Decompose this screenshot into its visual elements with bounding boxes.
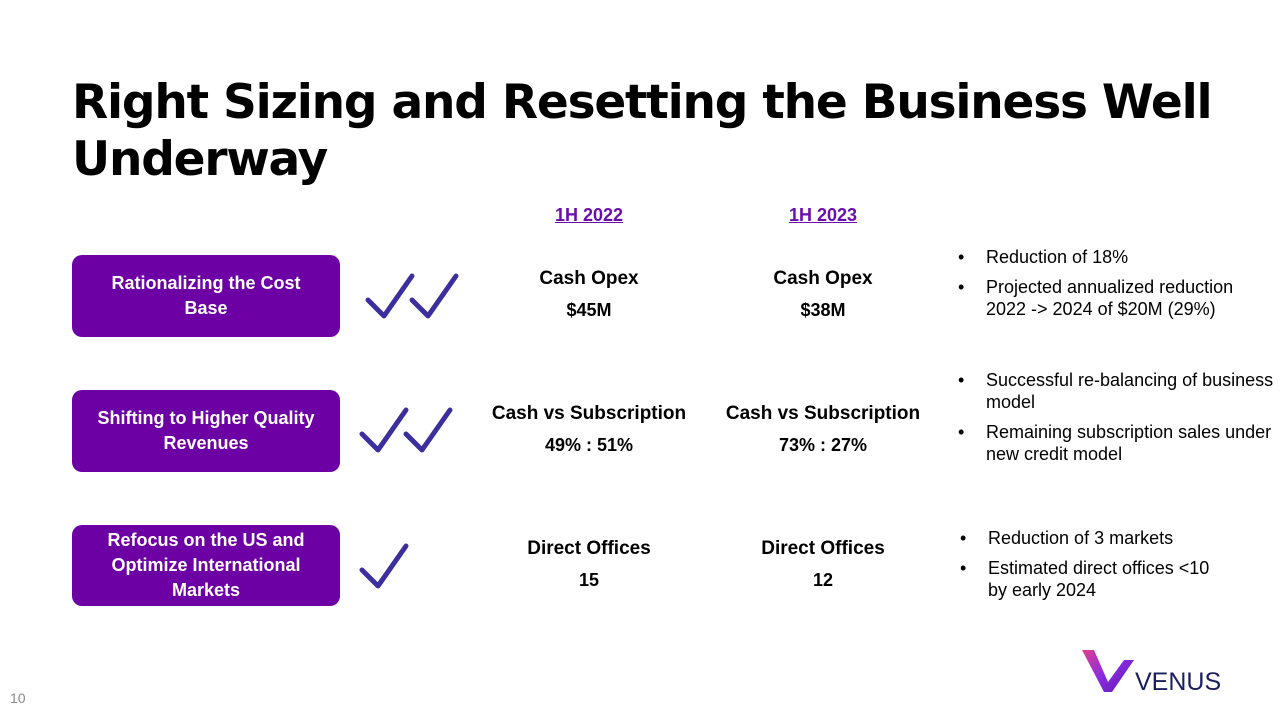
check-icon: [359, 543, 409, 589]
notes-cost-base: Reduction of 18% Projected annualized re…: [958, 246, 1248, 328]
row-label-cost-base: Rationalizing the Cost Base: [72, 255, 340, 337]
note-item: Reduction of 18%: [958, 246, 1248, 268]
page-number: 10: [10, 690, 26, 706]
venus-logo-icon: [1082, 650, 1134, 692]
page-title: Right Sizing and Resetting the Business …: [72, 75, 1213, 187]
metric-value: $38M: [800, 300, 846, 320]
metric-2022-cost-base: Cash Opex $45M: [474, 267, 704, 322]
metric-label: Direct Offices: [527, 538, 651, 559]
notes-international-markets: Reduction of 3 markets Estimated direct …: [960, 527, 1230, 609]
metric-2023-quality-revenues: Cash vs Subscription 73% : 27%: [708, 402, 938, 457]
note-item: Estimated direct offices <10 by early 20…: [960, 557, 1230, 601]
metric-value: 49% : 51%: [544, 435, 634, 455]
metric-2022-international-markets: Direct Offices 15: [474, 537, 704, 592]
logo-text: VENUS: [1135, 668, 1222, 696]
note-item: Remaining subscription sales under new c…: [958, 421, 1276, 465]
column-header-1h-2023: 1H 2023: [788, 205, 858, 225]
double-check-icon: [365, 273, 459, 319]
row-label-quality-revenues: Shifting to Higher Quality Revenues: [72, 390, 340, 472]
metric-value: 12: [812, 570, 834, 590]
metric-2023-cost-base: Cash Opex $38M: [708, 267, 938, 322]
note-item: Reduction of 3 markets: [960, 527, 1230, 549]
metric-2023-international-markets: Direct Offices 12: [708, 537, 938, 592]
metric-label: Cash Opex: [773, 268, 873, 289]
metric-label: Direct Offices: [761, 538, 885, 559]
metric-label: Cash vs Subscription: [491, 403, 687, 424]
metric-label: Cash Opex: [539, 268, 639, 289]
column-header-1h-2022: 1H 2022: [554, 205, 624, 225]
metric-value: 73% : 27%: [778, 435, 868, 455]
row-label-international-markets: Refocus on the US and Optimize Internati…: [72, 525, 340, 606]
metric-value: $45M: [566, 300, 612, 320]
metric-label: Cash vs Subscription: [725, 403, 921, 424]
notes-quality-revenues: Successful re-balancing of business mode…: [958, 369, 1276, 473]
note-item: Projected annualized reduction 2022 -> 2…: [958, 276, 1248, 320]
double-check-icon: [359, 407, 453, 453]
metric-2022-quality-revenues: Cash vs Subscription 49% : 51%: [474, 402, 704, 457]
metric-value: 15: [578, 570, 600, 590]
note-item: Successful re-balancing of business mode…: [958, 369, 1276, 413]
